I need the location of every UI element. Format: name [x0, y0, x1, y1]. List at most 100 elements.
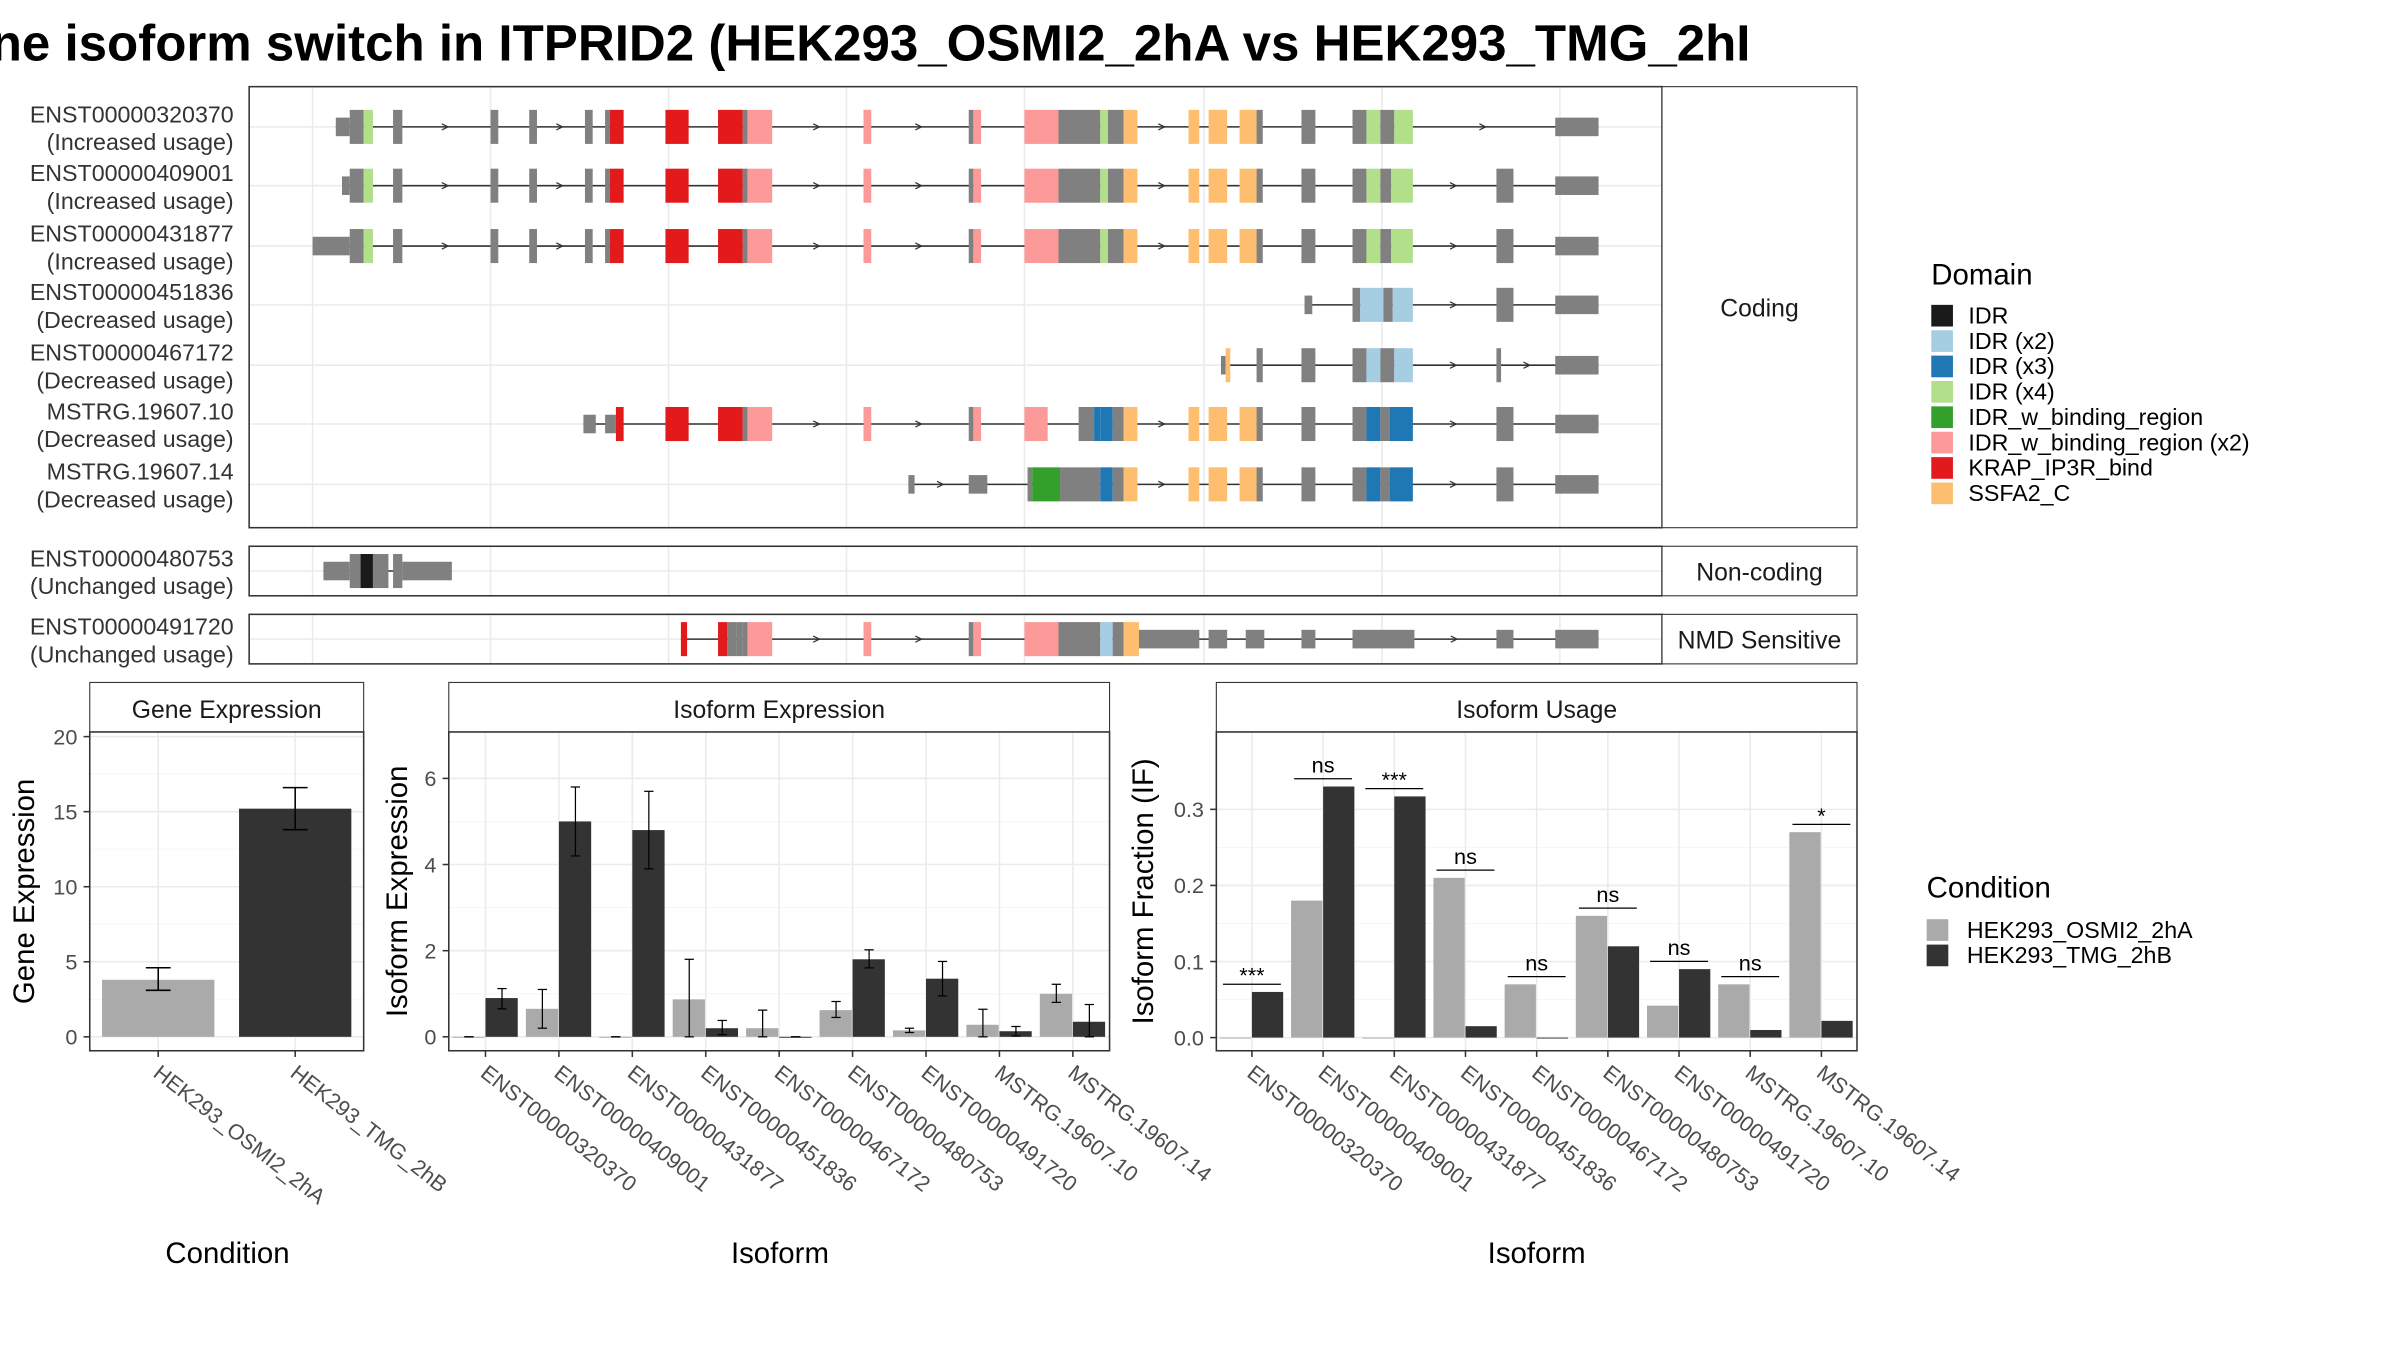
isoform-track	[335, 109, 1599, 144]
isoform-track	[1220, 348, 1599, 383]
domain-segment	[1208, 168, 1228, 203]
exon	[1208, 629, 1228, 649]
bar	[1251, 991, 1284, 1038]
exon	[1078, 406, 1095, 442]
bar	[1362, 1037, 1394, 1039]
intron-arrow	[915, 635, 923, 643]
domain-legend-label: IDR (x4)	[1968, 379, 2054, 405]
significance-label: ns	[1525, 950, 1548, 975]
isoform-usage-label: (Decreased usage)	[36, 367, 233, 393]
domain-legend-key	[1931, 304, 1953, 327]
bar	[1323, 786, 1355, 1038]
exon	[393, 554, 403, 589]
facet-strip	[1661, 86, 1858, 529]
isoform-track	[908, 467, 1599, 502]
domain-legend-label: IDR (x2)	[1968, 328, 2054, 354]
domain-segment	[1394, 348, 1413, 383]
domain-segment	[1391, 229, 1413, 264]
intron-arrow	[441, 182, 450, 190]
isoform-usage-label: (Increased usage)	[47, 248, 234, 274]
panel-strip	[448, 681, 1111, 733]
intron-arrow	[812, 420, 821, 428]
exon	[1555, 414, 1599, 434]
domain-segment	[1366, 348, 1381, 383]
domain-segment	[1392, 287, 1413, 322]
exon	[1555, 236, 1599, 256]
exon	[529, 168, 537, 203]
exon	[742, 622, 748, 657]
exon	[742, 406, 748, 442]
exon	[1112, 467, 1124, 502]
exon	[1380, 109, 1395, 144]
domain-segment	[718, 168, 743, 203]
bar	[1504, 984, 1536, 1038]
domain-segment	[1208, 467, 1228, 502]
isoform-usage-label: (Unchanged usage)	[30, 641, 234, 667]
bar	[1291, 900, 1323, 1038]
exon	[1380, 467, 1390, 502]
domain-segment	[973, 622, 982, 657]
exon	[968, 475, 988, 494]
condition-legend-label: HEK293_TMG_2hB	[1967, 942, 2172, 968]
exon	[1058, 168, 1101, 203]
exon	[1352, 348, 1367, 383]
significance-label: ns	[1739, 950, 1762, 975]
exon	[1027, 467, 1033, 502]
exon	[1304, 295, 1313, 315]
domain-segment	[1366, 109, 1381, 144]
isoform-id-label: ENST00000451836	[30, 279, 234, 305]
isoform-usage-label: (Decreased usage)	[36, 426, 233, 452]
intron-arrow	[556, 182, 564, 190]
exon	[1555, 475, 1599, 494]
exon	[1352, 629, 1415, 649]
exon	[341, 176, 350, 195]
isoform-usage-label: (Increased usage)	[47, 188, 234, 214]
exon	[908, 475, 915, 494]
exon	[605, 109, 610, 144]
domain-segment	[1389, 467, 1413, 502]
y-tick-label: 10	[53, 874, 77, 899]
exon	[1496, 168, 1514, 203]
bar	[1433, 877, 1465, 1038]
exon	[323, 561, 350, 581]
exon	[1220, 355, 1226, 375]
bar	[1679, 969, 1711, 1038]
exon	[1555, 629, 1599, 649]
isoform-id-label: MSTRG.19607.14	[47, 459, 234, 485]
exon	[393, 109, 403, 144]
domain-segment	[1100, 622, 1113, 657]
isoform-track	[680, 622, 1599, 657]
exon	[1555, 355, 1599, 375]
y-tick-label: 5	[65, 950, 77, 975]
domain-legend-key	[1931, 457, 1953, 479]
domain-segment	[973, 406, 982, 442]
intron-arrow	[1449, 182, 1458, 190]
domain-segment	[1208, 109, 1228, 144]
exon	[742, 229, 748, 264]
isoform-usage-label: (Decreased usage)	[36, 307, 233, 333]
facet-strip-label: Coding	[1720, 295, 1798, 322]
panel-strip	[89, 681, 365, 733]
domain-segment	[747, 109, 773, 144]
exon	[1256, 168, 1263, 203]
isoform-id-label: MSTRG.19607.10	[47, 398, 234, 424]
domain-segment	[1123, 467, 1138, 502]
exon	[1256, 229, 1263, 264]
exon	[742, 168, 748, 203]
y-axis-title: Isoform Expression	[381, 766, 414, 1018]
domain-segment	[718, 622, 728, 657]
domain-segment	[1208, 406, 1228, 442]
exon	[1301, 467, 1316, 502]
y-tick-label: 2	[424, 938, 436, 963]
domain-legend-label: IDR	[1968, 302, 2008, 328]
bar	[239, 808, 352, 1037]
domain-legend-label: IDR_w_binding_region (x2)	[1968, 429, 2249, 455]
bar	[892, 1030, 926, 1037]
domain-segment	[665, 229, 689, 264]
exon	[1352, 109, 1367, 144]
isoform-id-label: ENST00000320370	[30, 101, 234, 127]
facet-strip-label: NMD Sensitive	[1678, 627, 1842, 654]
